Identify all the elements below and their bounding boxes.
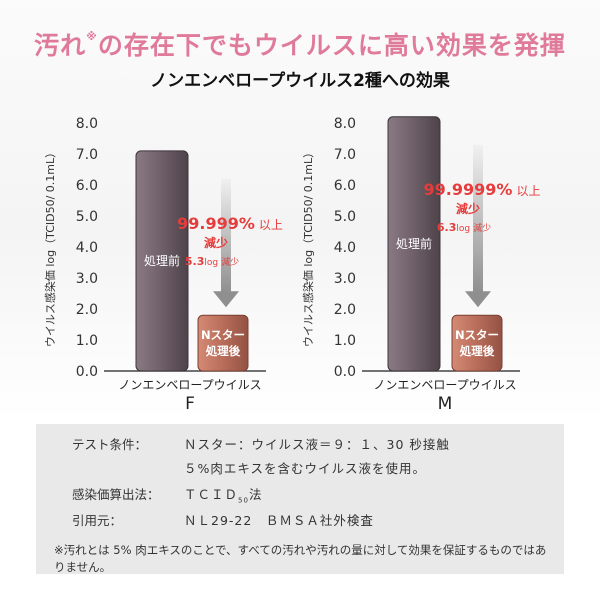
- bar-m-after: [451, 314, 503, 372]
- method-value-text: ＴＣＩＤ: [184, 487, 239, 502]
- reference-value: ＮＬ29-22 ＢＭＳＡ社外検査: [184, 513, 374, 528]
- bar-f-before: [135, 150, 189, 372]
- headline-main: 汚れ: [34, 31, 87, 60]
- ytick-f-3: 3.0: [76, 271, 98, 287]
- bar-f-after: [197, 314, 249, 372]
- ytick-m-5: 5.0: [334, 209, 356, 225]
- ytick-f-2: 2.0: [76, 302, 98, 318]
- ytick-f-7: 7.0: [76, 147, 98, 163]
- bar-label-m-0-0: 処理前: [396, 236, 432, 251]
- reduction-percent-suffix-f: 以上: [259, 218, 283, 232]
- bar-label-f-1-0: Nスター: [201, 328, 245, 342]
- bar-label-f-1-1: 処理後: [205, 344, 241, 358]
- reduction-log-f: 5.3log 減少: [185, 255, 239, 268]
- ytick-f-8: 8.0: [76, 116, 98, 132]
- method-label: 感染価算出法：: [72, 487, 160, 502]
- method-value-sub: 50: [238, 496, 249, 505]
- xlabel-m: ノンエンベロープウイルス: [373, 378, 516, 392]
- reduction-log-m: 6.3log 減少: [437, 221, 491, 234]
- reduction-log-suffix-f: 減少: [221, 256, 239, 268]
- reduction-log-suffix-m: 減少: [473, 222, 491, 234]
- reduction-percent-m: 99.9999% 以上: [424, 180, 541, 199]
- charts-area: 0.0 1.0 2.0 3.0 4.0 5.0 6.0 7.0 8.0 ウイルス感染価 log（T…: [43, 116, 541, 414]
- headline-mark: ※: [86, 30, 98, 43]
- reduction-percent-suffix-m: 以上: [516, 184, 540, 198]
- test-conditions-label: テスト条件：: [72, 437, 148, 452]
- reduction-log-value-m: 6.3: [437, 221, 457, 234]
- headline-rest: の存在下でもウイルスに高い効果を発揮: [97, 31, 566, 60]
- reduction-log-unit-m: log: [456, 224, 470, 234]
- subheadline: ノンエンベロープウイルス2種への効果: [150, 71, 450, 91]
- xsublabel-f: F: [185, 394, 195, 414]
- reduction-label-f: 減少: [204, 235, 228, 250]
- test-conditions-value-1: Ｎスター：ウイルス液＝９：１、30 秒接触: [184, 437, 450, 452]
- ytick-m-2: 2.0: [334, 302, 356, 318]
- method-value-suffix: 法: [248, 487, 263, 502]
- ytick-m-0: 0.0: [334, 364, 356, 380]
- ytick-f-1: 1.0: [76, 333, 98, 349]
- reference-label: 引用元：: [72, 513, 123, 528]
- xsublabel-m: M: [438, 394, 453, 414]
- ylabel-f: ウイルス感染価 log（TCID50/ 0.1mL）: [43, 147, 57, 347]
- test-notes-panel: テスト条件： Ｎスター：ウイルス液＝９：１、30 秒接触 ５%肉エキスを含むウイ…: [36, 424, 564, 574]
- reduction-percent-value-m: 99.9999%: [424, 180, 513, 199]
- reduction-arrow-head-f: [213, 291, 239, 308]
- reduction-arrow-head-m: [465, 291, 491, 308]
- bar-m-before: [387, 116, 441, 372]
- reduction-arrow-shaft-f: [221, 178, 231, 294]
- bar-label-f-0-0: 処理前: [144, 253, 180, 268]
- test-conditions-value-2: ５%肉エキスを含むウイルス液を使用。: [184, 461, 427, 476]
- reduction-arrow-shaft-m: [473, 144, 483, 294]
- method-value: ＴＣＩＤ50法: [184, 484, 262, 505]
- ytick-m-7: 7.0: [334, 147, 356, 163]
- headline: 汚れ※の存在下でもウイルスに高い効果を発揮: [0, 26, 600, 62]
- reduction-percent-f: 99.999% 以上: [177, 214, 283, 233]
- ytick-m-8: 8.0: [334, 116, 356, 132]
- ytick-m-6: 6.0: [334, 178, 356, 194]
- ytick-m-1: 1.0: [334, 333, 356, 349]
- bar-label-m-1-0: Nスター: [455, 328, 499, 342]
- ytick-m-3: 3.0: [334, 271, 356, 287]
- reduction-percent-value-f: 99.999%: [177, 214, 255, 233]
- ytick-f-4: 4.0: [76, 240, 98, 256]
- ytick-f-5: 5.0: [76, 209, 98, 225]
- reduction-log-value-f: 5.3: [185, 255, 205, 268]
- reduction-log-unit-f: log: [204, 258, 218, 268]
- footnote: ※汚れとは 5% 肉エキスのことで、すべての汚れや汚れの量に対して効果を保証する…: [54, 543, 547, 574]
- ytick-f-6: 6.0: [76, 178, 98, 194]
- xlabel-f: ノンエンベロープウイルス: [118, 378, 261, 392]
- reduction-label-m: 減少: [456, 201, 480, 216]
- ylabel-m: ウイルス感染価 log（TCID50/ 0.1mL）: [301, 147, 315, 347]
- ytick-m-4: 4.0: [334, 240, 356, 256]
- ytick-f-0: 0.0: [76, 364, 98, 380]
- bar-label-m-1-1: 処理後: [459, 344, 495, 358]
